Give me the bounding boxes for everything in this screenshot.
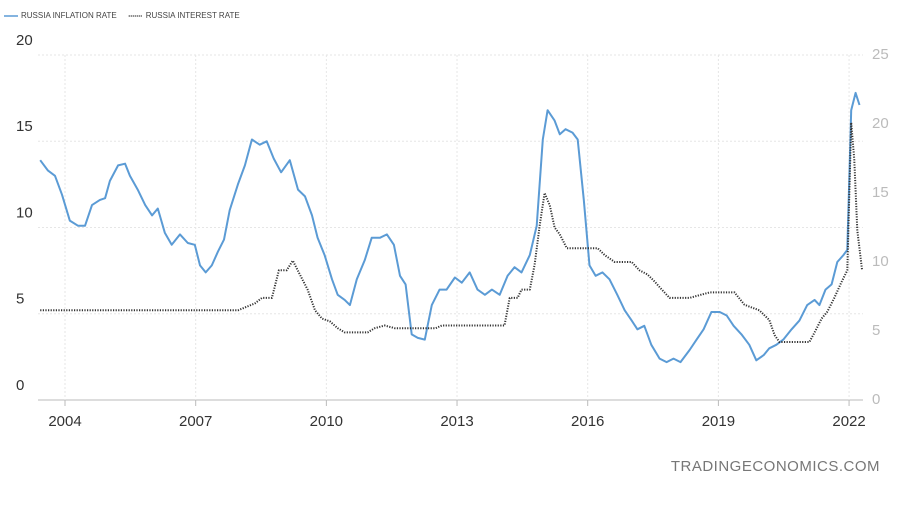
x-tick-label: 2016 xyxy=(571,413,604,430)
y-tick-label: 5 xyxy=(16,291,24,308)
y2-tick-label: 10 xyxy=(872,253,889,270)
x-tick-label: 2013 xyxy=(440,413,473,430)
y-tick-label: 15 xyxy=(16,118,33,135)
y2-tick-label: 0 xyxy=(872,391,880,408)
y2-tick-label: 5 xyxy=(872,322,880,339)
y2-tick-label: 15 xyxy=(872,184,889,201)
y-tick-label: 10 xyxy=(16,204,33,221)
series-line xyxy=(39,91,861,364)
x-tick-label: 2019 xyxy=(702,413,735,430)
y-tick-label: 20 xyxy=(16,32,33,49)
y2-tick-label: 20 xyxy=(872,115,889,132)
legend-label: RUSSIA INFLATION RATE xyxy=(21,11,117,20)
x-tick-label: 2022 xyxy=(832,413,865,430)
x-tick-label: 2010 xyxy=(310,413,343,430)
x-tick-label: 2004 xyxy=(48,413,81,430)
legend-label: RUSSIA INTEREST RATE xyxy=(146,11,240,20)
series-line xyxy=(40,121,864,343)
x-tick-label: 2007 xyxy=(179,413,212,430)
watermark: TRADINGECONOMICS.COM xyxy=(671,458,880,475)
y-tick-label: 0 xyxy=(16,377,24,394)
y2-tick-label: 25 xyxy=(872,46,889,63)
